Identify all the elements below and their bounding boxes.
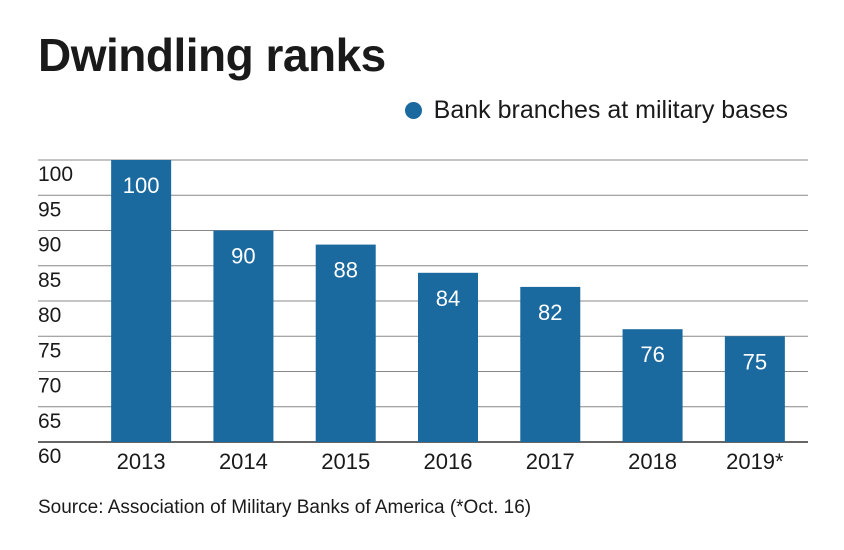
x-tick-label: 2015 — [321, 449, 370, 474]
legend-marker — [404, 102, 422, 119]
x-tick-label: 2013 — [117, 449, 166, 474]
chart-title: Dwindling ranks — [38, 29, 386, 81]
x-tick-label: 2018 — [628, 449, 677, 474]
bar — [111, 160, 172, 442]
y-tick-label: 65 — [38, 410, 61, 433]
bar — [315, 244, 376, 442]
data-label: 82 — [538, 300, 562, 325]
y-tick-label: 75 — [38, 339, 61, 362]
y-tick-label: 90 — [38, 234, 61, 257]
x-tick-label: 2014 — [219, 449, 268, 474]
bar — [213, 230, 274, 442]
bar-chart: 60 65 70 75 80 85 90 95 100 100 2013 90 2014 88 2015 84… — [38, 159, 808, 474]
y-tick-label: 95 — [38, 198, 61, 221]
y-tick-label: 70 — [38, 375, 61, 398]
data-label: 90 — [231, 244, 255, 269]
bar — [418, 272, 478, 442]
data-label: 100 — [123, 173, 160, 198]
x-tick-label: 2017 — [526, 449, 575, 474]
data-label: 84 — [436, 286, 460, 311]
bar — [724, 336, 785, 442]
x-tick-label: 2016 — [424, 449, 473, 474]
bar — [622, 329, 683, 442]
y-tick-label: 80 — [38, 304, 61, 327]
bar — [520, 286, 581, 442]
data-label: 76 — [640, 342, 664, 367]
x-tick-label: 2019* — [726, 449, 784, 474]
source-note: Source: Association of Military Banks of… — [38, 497, 532, 518]
data-label: 75 — [743, 349, 767, 374]
legend-label: Bank branches at military bases — [433, 96, 788, 124]
y-tick-label: 60 — [38, 445, 61, 468]
data-label: 88 — [333, 258, 357, 283]
legend: Bank branches at military bases — [404, 96, 788, 125]
y-tick-label: 85 — [38, 269, 61, 292]
y-tick-label: 100 — [38, 163, 73, 186]
